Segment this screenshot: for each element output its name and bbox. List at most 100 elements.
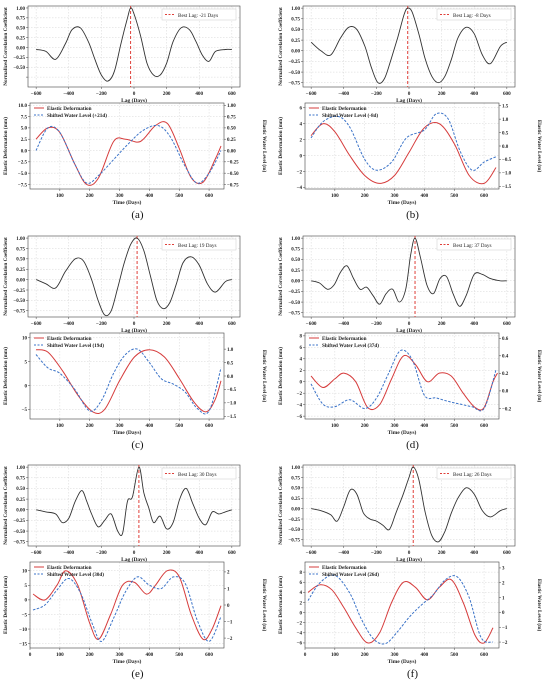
- xcorr-legend: Best Lag: 19 Days: [161, 238, 237, 251]
- y-tick-label: −4: [297, 186, 303, 191]
- y-tick-label: −0.50: [13, 66, 25, 71]
- y2-tick-label: 0.4: [502, 355, 509, 360]
- xcorr-legend: Best Lag: -8 Days: [436, 8, 512, 21]
- x-tick-label: 0: [408, 91, 411, 97]
- y-axis-label: Normalized Correlation Coefficient: [278, 7, 284, 86]
- x-tick-label: −600: [31, 91, 42, 97]
- y-tick-label: −0.75: [288, 539, 300, 544]
- y2-tick-label: −0.25: [227, 161, 239, 166]
- x-tick-label: −600: [306, 91, 317, 97]
- y-tick-label: −6: [297, 415, 303, 420]
- x-tick-label: 200: [163, 91, 171, 97]
- y-tick-label: 0: [300, 154, 303, 159]
- legend-label: Elastic Deformation: [322, 565, 367, 571]
- y-tick-label: 2.5: [21, 138, 28, 143]
- xcorr-line: [310, 7, 508, 84]
- panel-label: (d): [406, 439, 419, 451]
- y-tick-label: −0.50: [288, 528, 300, 533]
- y-tick-label: 4: [300, 358, 303, 363]
- y-tick-label: 0.50: [291, 28, 300, 33]
- x-tick-label: 0: [29, 652, 32, 658]
- y-tick-label: 6: [300, 346, 303, 351]
- x-tick-label: −200: [96, 321, 107, 327]
- x-tick-label: 600: [205, 652, 213, 658]
- y-tick-label: 4: [300, 123, 303, 128]
- y-tick-label: 8: [300, 335, 303, 340]
- y-tick-label: 0.50: [16, 487, 25, 492]
- x-tick-label: 0: [304, 652, 307, 658]
- y2-tick-label: −0.50: [227, 172, 239, 177]
- y-tick-label: 0.25: [16, 268, 25, 273]
- y2-axis-label: Elastic Water Level (m): [536, 579, 543, 632]
- x-tick-label: 400: [195, 321, 203, 327]
- x-tick-label: 100: [56, 652, 64, 658]
- y-tick-label: −15: [19, 642, 27, 647]
- y-tick-label: 0.00: [291, 507, 300, 512]
- x-axis-label: Time (Days): [388, 199, 417, 206]
- x-tick-label: 600: [503, 91, 511, 97]
- x-tick-label: 500: [175, 193, 183, 199]
- y-tick-label: 0.25: [291, 497, 300, 502]
- y-tick-label: −2: [297, 622, 303, 627]
- legend-label: Best Lag: 37 Days: [453, 243, 491, 249]
- x-axis-label: Lag (Days): [396, 556, 422, 563]
- y-tick-label: −0.25: [288, 60, 300, 65]
- x-tick-label: 100: [56, 423, 64, 429]
- x-tick-label: −600: [306, 550, 317, 556]
- x-axis-label: Lag (Days): [121, 556, 147, 563]
- legend-label: Elastic Deformation: [47, 336, 92, 342]
- y2-tick-label: −1.0: [502, 172, 512, 177]
- y2-tick-label: −1: [227, 620, 233, 625]
- y-tick-label: 1.00: [291, 466, 300, 471]
- xcorr-legend: Best Lag: -21 Days: [161, 8, 237, 21]
- x-tick-label: 100: [331, 423, 339, 429]
- y2-tick-label: −2: [502, 641, 508, 646]
- legend-label: Shifted Water Level (19d): [47, 342, 104, 349]
- x-tick-label: 0: [133, 91, 136, 97]
- xcorr-axes: −600 −400 −200 0 200 400 600 −0.75 −0.50 −0.25 0.0…: [288, 464, 516, 556]
- x-tick-label: 300: [391, 423, 399, 429]
- x-tick-label: 200: [86, 193, 94, 199]
- y2-tick-label: 0.5: [227, 361, 234, 366]
- y2-tick-label: 2: [227, 571, 230, 576]
- shifted-water-level-line: [310, 349, 497, 412]
- y-tick-label: −0.25: [13, 56, 25, 61]
- elastic-deformation-line: [35, 121, 222, 186]
- x-tick-label: 400: [420, 423, 428, 429]
- y-tick-label: 1.00: [291, 237, 300, 242]
- y-tick-label: 0.00: [16, 46, 25, 51]
- legend-label: Shifted Water Level (30d): [47, 571, 104, 578]
- x-tick-label: 600: [228, 321, 236, 327]
- y-tick-label: 8: [300, 571, 303, 576]
- legend-label: Elastic Deformation: [47, 106, 92, 112]
- x-tick-label: −200: [371, 91, 382, 97]
- y-tick-label: 10: [22, 337, 28, 342]
- shifted-water-level-line: [35, 348, 222, 415]
- y-tick-label: −0.25: [13, 289, 25, 294]
- x-tick-label: 500: [175, 423, 183, 429]
- xcorr-line: [36, 237, 232, 317]
- y2-tick-label: 0.6: [502, 337, 509, 342]
- x-tick-label: −400: [63, 321, 74, 327]
- y-tick-label: 10: [22, 570, 28, 575]
- y2-axis-label: Elastic Water Level (m): [261, 579, 268, 632]
- legend-label: Elastic Deformation: [322, 106, 367, 112]
- y-axis-label: Normalized Correlation Coefficient: [3, 466, 9, 545]
- y-tick-label: 0.75: [291, 18, 300, 23]
- y2-tick-label: 0.0: [227, 375, 234, 380]
- y-tick-label: −5.0: [18, 172, 28, 177]
- y-tick-label: 0.50: [291, 487, 300, 492]
- x-tick-label: 400: [420, 652, 428, 658]
- y-tick-label: 4: [300, 591, 303, 596]
- y-tick-label: 0.25: [291, 39, 300, 44]
- x-axis-label: Lag (Days): [396, 97, 422, 104]
- y-axis-label: Elastic Deformation (mm): [2, 117, 9, 175]
- x-tick-label: −400: [63, 550, 74, 556]
- y-tick-label: 5: [25, 360, 28, 365]
- legend-label: Shifted Water Level (26d): [322, 571, 379, 578]
